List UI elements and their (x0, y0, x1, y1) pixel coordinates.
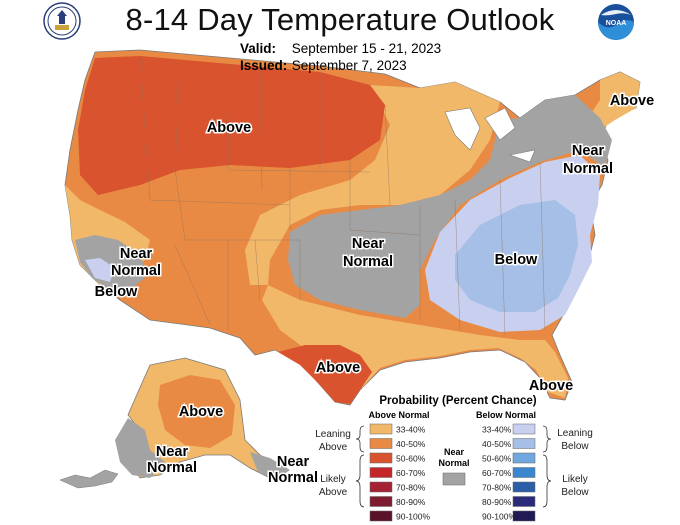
label-near-normal-alaska-2: Normal (147, 460, 197, 476)
label-near-normal-central: Near (352, 236, 385, 252)
above-likely-northwest (78, 56, 385, 195)
legend-below-range-0: 33-40% (482, 425, 512, 435)
legend-above-range-1: 40-50% (396, 439, 426, 449)
legend-brace-likely-below (542, 454, 552, 508)
label-above-northwest: Above (207, 120, 251, 136)
valid-value: September 15 - 21, 2023 (291, 41, 442, 56)
valid-label: Valid: (240, 41, 277, 56)
label-near-normal-west-2: Normal (111, 263, 161, 279)
label-near-normal-aleutian: Near (277, 454, 310, 470)
aleutian-islands (59, 469, 119, 489)
legend-above-range-3: 60-70% (396, 468, 426, 478)
legend-below-range-2: 50-60% (482, 454, 512, 464)
legend-above-range-4: 70-80% (396, 483, 426, 493)
legend-leaning-below-2: Below (561, 441, 589, 452)
label-near-normal-alaska: Near (156, 444, 189, 460)
noaa-logo-icon: NOAA (598, 4, 634, 40)
label-near-normal-central-2: Normal (343, 254, 393, 270)
issued-label: Issued: (240, 58, 288, 73)
legend-above-range-2: 50-60% (396, 454, 426, 464)
legend-below-header: Below Normal (476, 410, 536, 420)
legend-near-swatch (442, 472, 466, 486)
legend-above-header: Above Normal (368, 410, 429, 420)
legend-above-swatch-1 (369, 438, 393, 449)
valid-dates: Valid: September 15 - 21, 2023 (240, 41, 441, 56)
legend-above-swatch-3 (369, 467, 393, 478)
label-above-alaska: Above (179, 404, 223, 420)
legend-leaning-above: Leaning (315, 429, 351, 440)
above-leaning-band-upper-midwest (245, 82, 500, 285)
legend-below-swatch-2 (512, 452, 536, 464)
legend: Probability (Percent Chance) Above Norma… (355, 390, 552, 522)
alaska-above-core (158, 375, 235, 448)
svg-text:NOAA: NOAA (606, 20, 627, 27)
near-normal-west (75, 235, 148, 290)
legend-below-swatch-1 (512, 438, 536, 449)
legend-below-range-5: 80-90% (482, 497, 512, 507)
legend-likely-above-2: Above (319, 487, 348, 498)
label-near-normal-northeast: Near (572, 143, 605, 159)
below-leaning-west (85, 258, 115, 282)
legend-above-swatch-4 (369, 481, 393, 493)
legend-likely-below-2: Below (561, 487, 589, 498)
issued-value: September 7, 2023 (291, 58, 407, 73)
label-near-normal-aleutian-2: Normal (268, 470, 318, 486)
legend-above-swatch-0 (369, 423, 393, 435)
legend-below-swatch-3 (512, 467, 536, 478)
legend-brace-likely-above (355, 454, 365, 508)
alaska-near-normal-sw (115, 418, 165, 478)
alaska-near-normal-se (250, 452, 290, 480)
legend-above-swatches: 33-40% 40-50% 50-60% 60-70% 70-80% 80-90% 90-1… (369, 423, 430, 522)
legend-likely-below: Likely (562, 474, 588, 485)
label-below-west: Below (95, 284, 138, 300)
legend-below-swatch-0 (512, 423, 536, 435)
legend-below-swatch-6 (512, 510, 536, 522)
state-boundaries (139, 55, 546, 336)
legend-above-range-5: 80-90% (396, 497, 426, 507)
legend-below-range-3: 60-70% (482, 468, 512, 478)
legend-below-swatch-4 (512, 481, 536, 493)
page-title: 8-14 Day Temperature Outlook (125, 2, 555, 37)
legend-brace-leaning-above (355, 425, 365, 453)
legend-below-range-4: 70-80% (482, 483, 512, 493)
legend-above-range-6: 90-100% (396, 512, 430, 522)
legend-below-range-1: 40-50% (482, 439, 512, 449)
legend-above-swatch-2 (369, 452, 393, 464)
legend-above-swatch-5 (369, 496, 393, 507)
legend-below-range-6: 90-100% (482, 512, 516, 522)
below-likely-east (455, 200, 578, 312)
legend-brace-leaning-below (542, 425, 552, 453)
legend-below-swatches: 33-40% 40-50% 50-60% 60-70% 70-80% 80-90% 90-1… (482, 423, 536, 522)
legend-title: Probability (Percent Chance) (379, 395, 536, 407)
label-above-northeast: Above (610, 93, 654, 109)
legend-leaning-below: Leaning (557, 428, 593, 439)
label-above-texas: Above (316, 360, 360, 376)
above-likely-texas (278, 345, 372, 404)
legend-above-swatch-6 (369, 510, 393, 522)
legend-below-swatch-5 (512, 496, 536, 507)
legend-leaning-above-2: Above (319, 442, 348, 453)
legend-near-header: Near (444, 447, 465, 457)
great-lakes (444, 107, 536, 163)
label-below-east: Below (495, 252, 538, 268)
legend-above-range-0: 33-40% (396, 425, 426, 435)
label-near-normal-west: Near (120, 246, 153, 262)
label-near-normal-northeast-2: Normal (563, 161, 613, 177)
legend-likely-above: Likely (320, 474, 346, 485)
issued-date: Issued: September 7, 2023 (240, 58, 407, 73)
above-leaning-band-northeast (588, 72, 640, 130)
commerce-seal-icon (43, 2, 81, 40)
legend-near-header-2: Normal (438, 458, 469, 468)
